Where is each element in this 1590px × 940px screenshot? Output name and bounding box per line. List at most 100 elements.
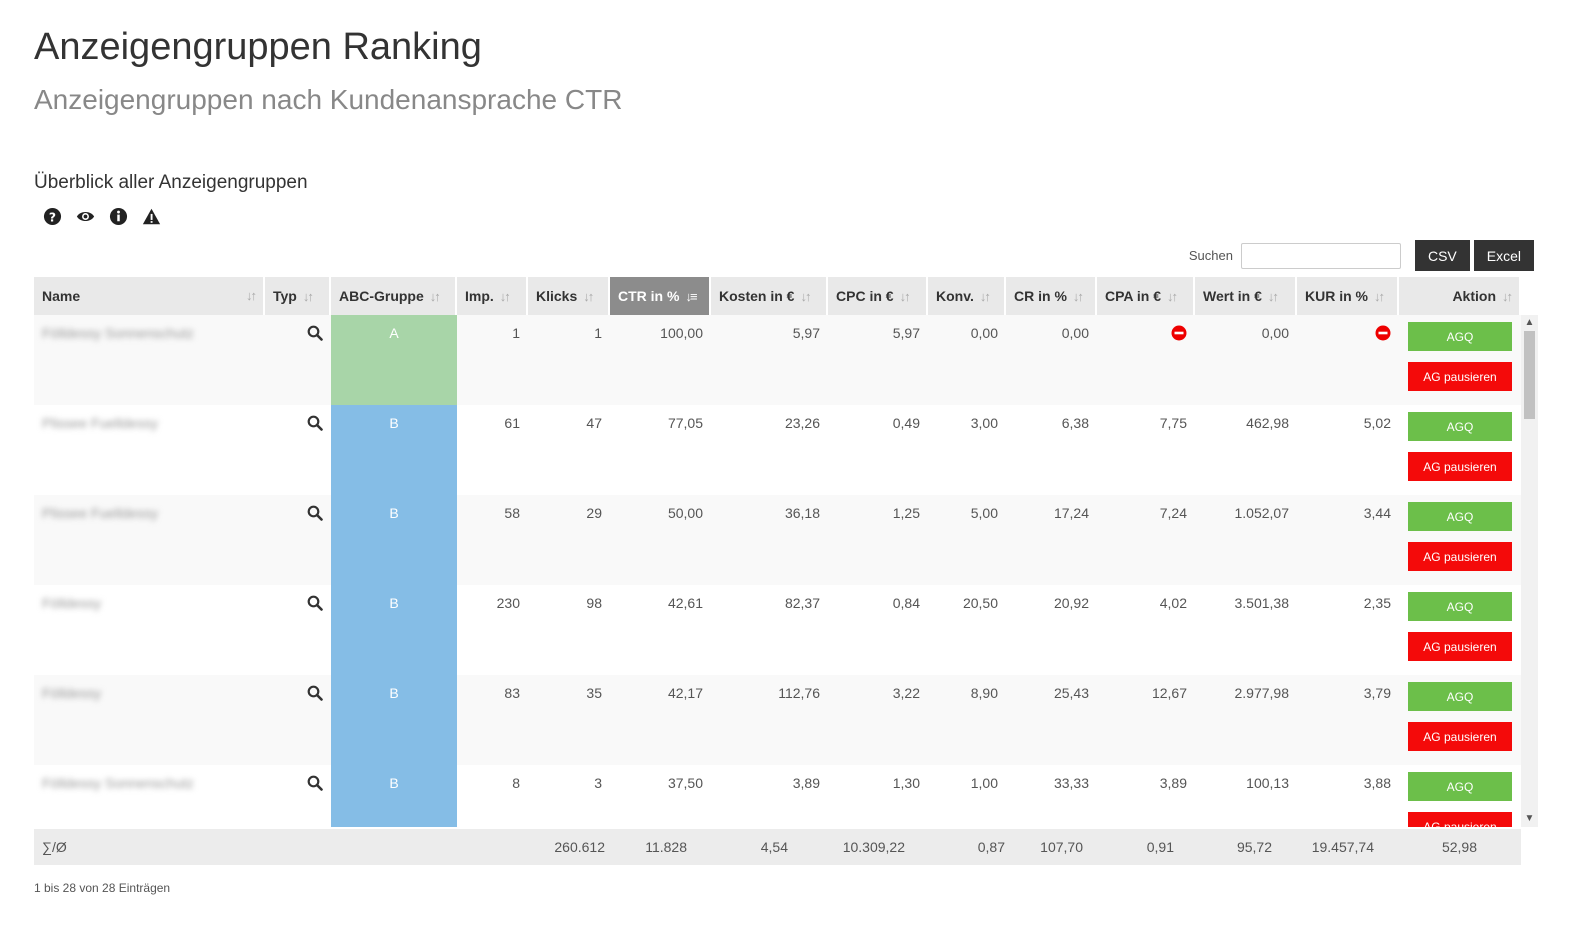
section-title: Überblick aller Anzeigengruppen [34, 172, 308, 193]
search-icon[interactable] [307, 415, 323, 431]
table-row: Plissee Fuelldessy B 61 47 77,05 23,26 0… [34, 405, 1521, 495]
search-icon[interactable] [307, 775, 323, 791]
search-icon[interactable] [307, 685, 323, 701]
totals-label: ∑/Ø [42, 839, 67, 855]
type-cell [265, 405, 331, 495]
total-cpc: 0,87 [977, 839, 1005, 855]
excel-button[interactable]: Excel [1473, 240, 1534, 271]
pause-adgroup-button[interactable]: AG pausieren [1408, 362, 1512, 391]
column-header-typ[interactable]: Typ ↓↑ [265, 277, 331, 315]
scroll-up-arrow-icon[interactable]: ▲ [1524, 317, 1535, 328]
vertical-scrollbar[interactable]: ▲ ▼ [1521, 315, 1538, 827]
sort-icon: ↓↑ [1502, 289, 1513, 304]
adgroup-name[interactable]: Fölldessy Sonnenschutz [34, 315, 265, 405]
abc-group-cell: B [331, 765, 457, 827]
klicks-cell: 29 [528, 495, 610, 585]
search-input[interactable] [1240, 242, 1401, 269]
info-icon-row: ? [43, 207, 161, 226]
total-konv: 107,70 [1040, 839, 1083, 855]
column-header-kosten[interactable]: Kosten in € ↓↑ [711, 277, 828, 315]
column-header-aktion[interactable]: Aktion ↓↑ [1399, 277, 1521, 315]
kosten-cell: 112,76 [711, 675, 828, 765]
cpa-cell: 3,89 [1097, 765, 1195, 827]
scroll-down-arrow-icon[interactable]: ▼ [1524, 813, 1535, 824]
konv-cell: 0,00 [928, 315, 1006, 405]
abc-group-cell: A [331, 315, 457, 405]
adgroup-name[interactable]: Plissee Fuelldessy [34, 405, 265, 495]
kur-cell: 3,44 [1297, 495, 1399, 585]
sort-icon: ↓↑ [1167, 289, 1178, 304]
pause-adgroup-button[interactable]: AG pausieren [1408, 632, 1512, 661]
column-header-imp[interactable]: Imp. ↓↑ [457, 277, 528, 315]
wert-cell: 0,00 [1195, 315, 1297, 405]
table-row: Fölldessy B 230 98 42,61 82,37 0,84 20,5… [34, 585, 1521, 675]
column-header-konv[interactable]: Konv. ↓↑ [928, 277, 1006, 315]
type-cell [265, 585, 331, 675]
sort-icon: ↓↑ [583, 289, 594, 304]
adgroup-name[interactable]: Fölldessy [34, 675, 265, 765]
column-header-cpa[interactable]: CPA in € ↓↑ [1097, 277, 1195, 315]
search-icon[interactable] [307, 595, 323, 611]
cpc-cell: 0,49 [828, 405, 928, 495]
agq-button[interactable]: AGQ [1408, 412, 1512, 441]
question-circle-icon[interactable]: ? [43, 207, 62, 226]
cpc-cell: 0,84 [828, 585, 928, 675]
pause-adgroup-button[interactable]: AG pausieren [1408, 452, 1512, 481]
warning-icon[interactable] [142, 207, 161, 226]
sort-icon: ↓↑ [302, 289, 314, 304]
action-cell: AGQ AG pausieren [1399, 765, 1521, 827]
wert-cell: 1.052,07 [1195, 495, 1297, 585]
pause-adgroup-button[interactable]: AG pausieren [1408, 812, 1512, 827]
table-info: 1 bis 28 von 28 Einträgen [34, 881, 171, 895]
column-header-ctr[interactable]: CTR in % ↓≡ [610, 277, 711, 315]
pause-adgroup-button[interactable]: AG pausieren [1408, 542, 1512, 571]
total-ctr: 4,54 [760, 839, 788, 855]
column-header-klicks[interactable]: Klicks ↓↑ [528, 277, 610, 315]
pause-adgroup-button[interactable]: AG pausieren [1408, 722, 1512, 751]
adgroup-name[interactable]: Plissee Fuelldessy [34, 495, 265, 585]
kur-cell: 3,88 [1297, 765, 1399, 827]
cr-cell: 20,92 [1006, 585, 1097, 675]
sort-icon: ↓↑ [1267, 289, 1279, 304]
klicks-cell: 1 [528, 315, 610, 405]
adgroup-name[interactable]: Fölldessy [34, 585, 265, 675]
klicks-cell: 98 [528, 585, 610, 675]
search-icon[interactable] [307, 505, 323, 521]
svg-text:?: ? [49, 210, 56, 224]
konv-cell: 1,00 [928, 765, 1006, 827]
cpa-cell: 7,24 [1097, 495, 1195, 585]
total-klicks: 11.828 [645, 839, 687, 855]
eye-icon[interactable] [76, 207, 95, 226]
column-header-abc[interactable]: ABC-Gruppe ↓↑ [331, 277, 457, 315]
sort-icon: ↓↑ [899, 289, 911, 304]
total-cr: 0,91 [1146, 839, 1174, 855]
imp-cell: 8 [457, 765, 528, 827]
column-header-cr[interactable]: CR in % ↓↑ [1006, 277, 1097, 315]
agq-button[interactable]: AGQ [1408, 502, 1512, 531]
agq-button[interactable]: AGQ [1408, 322, 1512, 351]
type-cell [265, 765, 331, 827]
column-header-name[interactable]: Name ↓↑ [34, 277, 265, 315]
column-header-cpc[interactable]: CPC in € ↓↑ [828, 277, 928, 315]
scrollbar-thumb[interactable] [1524, 331, 1535, 419]
stop-icon [1171, 325, 1187, 341]
action-cell: AGQ AG pausieren [1399, 495, 1521, 585]
adgroup-name[interactable]: Fölldessy Sonnenschutz [34, 765, 265, 827]
agq-button[interactable]: AGQ [1408, 592, 1512, 621]
agq-button[interactable]: AGQ [1408, 682, 1512, 711]
search-icon[interactable] [307, 325, 323, 341]
cpc-cell: 5,97 [828, 315, 928, 405]
agq-button[interactable]: AGQ [1408, 772, 1512, 801]
column-header-kur[interactable]: KUR in % ↓↑ [1297, 277, 1399, 315]
csv-button[interactable]: CSV [1414, 240, 1470, 271]
info-circle-icon[interactable] [109, 207, 128, 226]
ctr-cell: 42,61 [610, 585, 711, 675]
klicks-cell: 35 [528, 675, 610, 765]
cpc-cell: 3,22 [828, 675, 928, 765]
sort-icon: ↓↑ [979, 289, 991, 304]
wert-cell: 2.977,98 [1195, 675, 1297, 765]
column-header-wert[interactable]: Wert in € ↓↑ [1195, 277, 1297, 315]
cpc-cell: 1,30 [828, 765, 928, 827]
table-body-scroll[interactable]: Fölldessy Sonnenschutz A 1 1 100,00 5,97… [34, 315, 1538, 827]
konv-cell: 8,90 [928, 675, 1006, 765]
